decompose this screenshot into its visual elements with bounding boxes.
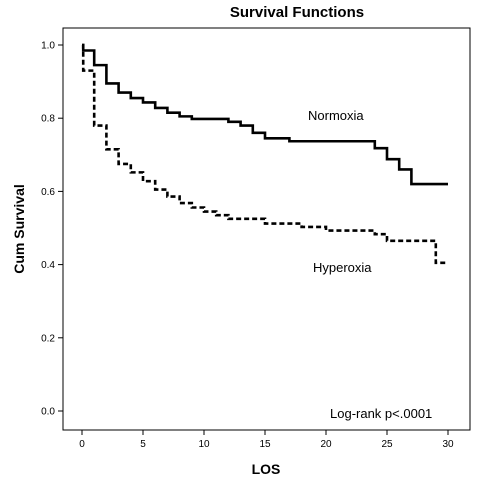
y-tick-label: 0.0 bbox=[41, 407, 55, 418]
y-axis-ticks: 0.0 0.2 0.4 0.6 0.8 1.0 bbox=[41, 41, 63, 418]
series-label-normoxia: Normoxia bbox=[308, 108, 364, 123]
x-tick-label: 10 bbox=[198, 439, 210, 450]
x-tick-label: 0 bbox=[79, 439, 85, 450]
x-tick-label: 20 bbox=[320, 439, 332, 450]
log-rank-annotation: Log-rank p<.0001 bbox=[330, 406, 432, 421]
x-tick-label: 5 bbox=[140, 439, 146, 450]
series-line-normoxia bbox=[81, 43, 448, 186]
y-tick-label: 1.0 bbox=[41, 41, 55, 52]
chart-title: Survival Functions bbox=[230, 4, 364, 21]
x-tick-label: 15 bbox=[259, 439, 271, 450]
x-tick-label: 25 bbox=[381, 439, 393, 450]
x-axis-label: LOS bbox=[252, 461, 281, 477]
x-axis-ticks: 0 5 10 15 20 25 30 bbox=[79, 430, 454, 450]
y-tick-label: 0.6 bbox=[41, 187, 55, 198]
x-tick-label: 30 bbox=[442, 439, 454, 450]
series-group bbox=[81, 43, 448, 265]
y-tick-label: 0.4 bbox=[41, 260, 55, 271]
y-tick-label: 0.8 bbox=[41, 114, 55, 125]
series-line-hyperoxia bbox=[81, 43, 448, 265]
y-axis-label: Cum Survival bbox=[11, 184, 27, 273]
plot-frame bbox=[62, 27, 471, 431]
y-tick-label: 0.2 bbox=[41, 333, 55, 344]
series-label-hyperoxia: Hyperoxia bbox=[313, 260, 372, 275]
